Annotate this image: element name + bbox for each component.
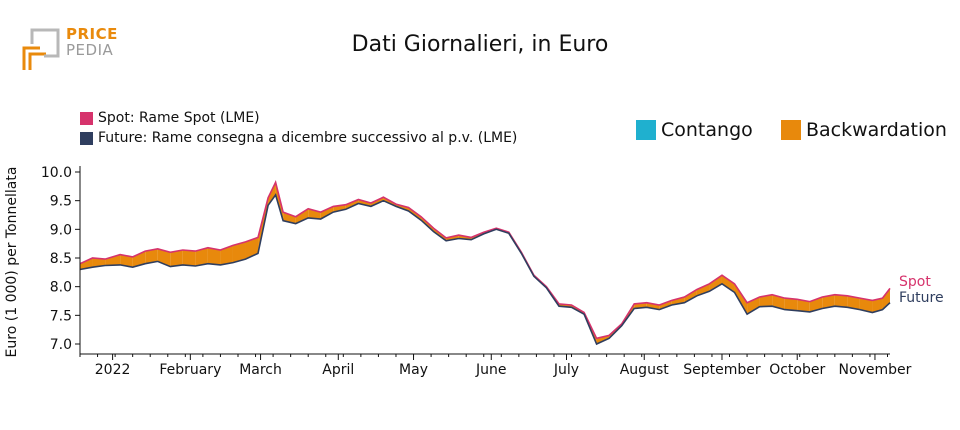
- series-lines-layer: [79, 179, 891, 346]
- spread-segment-64: [872, 298, 883, 313]
- y-tick-label-1: 7.5: [50, 308, 72, 324]
- spread-segment-57: [784, 298, 798, 311]
- spread-segment-61: [834, 294, 848, 308]
- spread-segment-18: [295, 208, 309, 224]
- x-tick-label-7: August: [620, 362, 670, 378]
- spread-segment-56: [772, 294, 785, 310]
- y-tick-label-6: 10.0: [41, 165, 72, 181]
- spread-segment-22: [345, 199, 359, 210]
- legend-swatch-contango: [636, 120, 656, 140]
- spread-segment-47: [659, 300, 672, 310]
- y-tick-label-0: 7.0: [50, 337, 72, 353]
- legend-item-contango[interactable]: Contango: [636, 119, 753, 141]
- spread-segment-5: [145, 248, 158, 264]
- spread-segment-51: [709, 275, 722, 292]
- spread-segment-55: [759, 294, 773, 307]
- x-tick-label-4: May: [399, 362, 428, 378]
- spread-segment-58: [797, 299, 810, 312]
- end-label-spot: Spot: [899, 274, 931, 290]
- spread-segment-15: [268, 182, 276, 206]
- spread-segment-1: [92, 258, 106, 268]
- x-tick-label-3: April: [322, 362, 354, 378]
- pricepedia-logo: PRICE PEDIA: [18, 24, 128, 74]
- legend-swatch-spot: [80, 111, 93, 125]
- spread-segment-60: [822, 294, 835, 309]
- y-axis-title: Euro (1 000) per Tonnellata: [4, 167, 20, 358]
- legend-swatch-backwardation: [781, 120, 801, 140]
- legend-item-spot[interactable]: Spot: Rame Spot (LME): [80, 110, 260, 126]
- y-tick-label-5: 9.5: [50, 194, 72, 210]
- spread-segment-49: [684, 289, 697, 303]
- spread-segment-10: [207, 247, 221, 265]
- legend-label-backwardation: Backwardation: [806, 119, 947, 141]
- legend-item-future[interactable]: Future: Rame consegna a dicembre success…: [80, 130, 517, 146]
- spread-segment-52: [721, 275, 735, 293]
- y-tick-label-2: 8.0: [50, 280, 72, 296]
- x-tick-label-10: November: [839, 362, 912, 378]
- chart-title: Dati Giornalieri, in Euro: [351, 32, 609, 57]
- y-tick-label-3: 8.5: [50, 251, 72, 267]
- legend-item-backwardation[interactable]: Backwardation: [781, 119, 947, 141]
- spread-segment-23: [358, 199, 371, 207]
- spread-segment-20: [320, 206, 334, 220]
- spread-segment-0: [80, 258, 93, 270]
- end-label-future: Future: [899, 290, 944, 306]
- spread-segment-50: [696, 283, 710, 296]
- spread-segment-12: [232, 241, 246, 263]
- axes-layer: 7.0 7.5 8.0 8.5 9.0 9.5 10.0 2022 February March A…: [41, 165, 912, 378]
- x-tick-label-1: February: [159, 362, 221, 378]
- spread-segment-8: [182, 249, 196, 267]
- spread-segment-62: [847, 295, 860, 310]
- spread-segment-2: [105, 254, 121, 266]
- spread-segment-9: [195, 247, 208, 267]
- spread-segment-53: [734, 283, 748, 315]
- spread-segment-13: [245, 237, 259, 260]
- y-tick-label-4: 9.0: [50, 222, 72, 238]
- x-tick-label-6: July: [553, 362, 579, 378]
- x-tick-label-5: June: [475, 362, 507, 378]
- logo-text-price: PRICE: [66, 25, 118, 43]
- legend-label-spot: Spot: Rame Spot (LME): [98, 110, 260, 126]
- x-tick-label-9: October: [769, 362, 825, 378]
- logo-text-pedia: PEDIA: [66, 41, 114, 59]
- spread-segment-7: [170, 249, 183, 267]
- x-tick-label-2: March: [239, 362, 282, 378]
- spread-segment-11: [220, 245, 233, 265]
- x-tick-label-0: 2022: [95, 362, 131, 378]
- spread-segment-63: [859, 298, 873, 313]
- series-line-spot: [79, 179, 891, 340]
- x-tick-label-8: September: [683, 362, 761, 378]
- legend-label-future: Future: Rame consegna a dicembre success…: [98, 130, 518, 146]
- series-line-future: [79, 193, 891, 346]
- legend-label-contango: Contango: [661, 119, 753, 141]
- spread-segment-3: [120, 254, 133, 268]
- spread-area-layer: [80, 182, 890, 344]
- spread-segment-4: [132, 251, 146, 268]
- legend-swatch-future: [80, 131, 93, 145]
- logo-mark-icon: [22, 28, 60, 70]
